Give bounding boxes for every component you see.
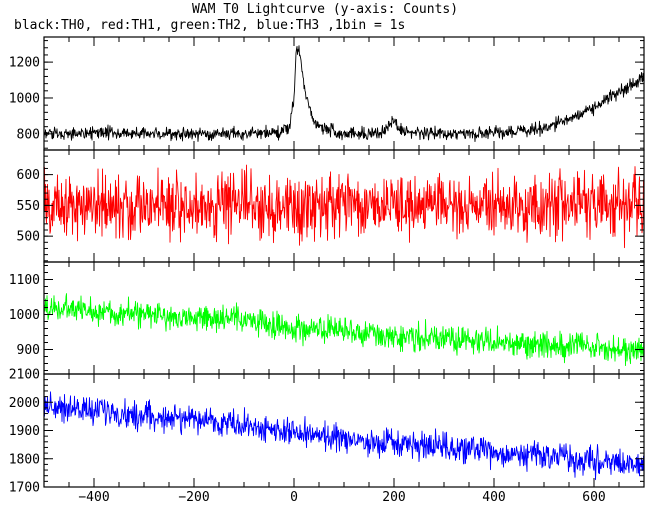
y-tick-label: 600 [17,168,40,183]
panel-th2: 900 1000 1100 [9,261,645,375]
y-tick-label: 800 [17,127,40,142]
y-tick-label: 550 [17,199,40,214]
x-tick-label: −400 [78,490,109,505]
x-tick-label: 200 [382,490,405,505]
series-line-th2 [44,293,644,367]
y-tick-label: 1900 [9,424,40,439]
panel-frame [43,373,645,488]
y-tick-label: 900 [17,343,40,358]
panels: 8001000120050055060090010001100170018001… [9,36,645,496]
panel-th0: 800 1000 1200 [9,36,645,151]
panel-th1: 500 550 600 [17,149,645,263]
y-tick-label: 1000 [9,308,40,323]
y-tick-label: 1700 [9,481,40,496]
x-tick-label: 0 [290,490,298,505]
x-axis: −400 −200 0 200 400 600 [78,490,605,505]
y-tick-label: 1100 [9,273,40,288]
series-line-th3 [44,391,644,481]
chart-title: WAM T0 Lightcurve (y-axis: Counts) [192,2,458,17]
x-tick-label: −200 [178,490,209,505]
x-tick-label: 400 [482,490,505,505]
y-tick-label: 2000 [9,396,40,411]
x-tick-label: 600 [582,490,605,505]
y-tick-label: 2100 [9,368,40,383]
series-line-th0 [44,45,644,143]
y-tick-label: 1800 [9,452,40,467]
y-tick-label: 1000 [9,91,40,106]
y-tick-label: 1200 [9,56,40,71]
panel-th3: 1700 1800 1900 2000 2100 [9,368,645,496]
y-tick-label: 500 [17,230,40,245]
chart-subtitle: black:TH0, red:TH1, green:TH2, blue:TH3 … [14,18,405,33]
series-line-th1 [44,164,644,249]
